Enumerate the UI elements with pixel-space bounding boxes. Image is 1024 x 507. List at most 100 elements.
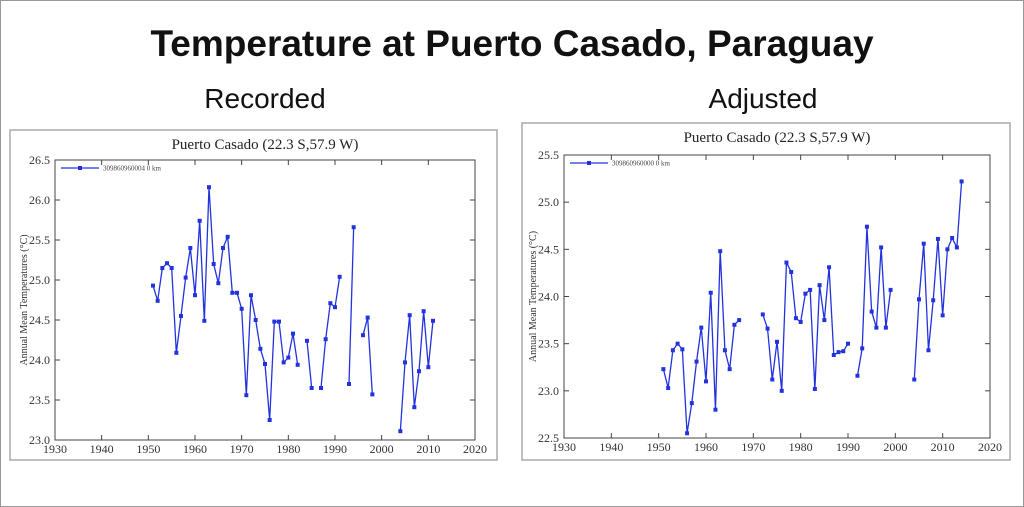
- x-tick-label: 1940: [599, 440, 623, 454]
- data-point: [784, 260, 789, 265]
- data-point: [675, 341, 680, 346]
- data-point: [935, 236, 940, 241]
- y-tick-label: 25.5: [538, 148, 559, 162]
- data-point: [286, 355, 291, 360]
- data-point: [722, 348, 727, 353]
- data-line: [856, 226, 892, 376]
- x-tick-label: 1960: [183, 442, 207, 456]
- data-point: [846, 341, 850, 346]
- data-point: [822, 318, 827, 323]
- data-point: [179, 314, 183, 318]
- data-point: [431, 318, 435, 323]
- x-tick-label: 1980: [789, 440, 813, 454]
- data-point: [940, 313, 945, 318]
- data-point: [421, 309, 426, 314]
- data-point: [235, 290, 239, 295]
- data-point: [812, 386, 817, 391]
- x-tick-label: 2010: [416, 442, 440, 456]
- data-point: [775, 339, 779, 344]
- data-point: [183, 275, 188, 280]
- data-point: [694, 359, 699, 364]
- data-point: [305, 338, 309, 343]
- data-point: [732, 322, 737, 327]
- data-point: [398, 429, 403, 434]
- data-point: [670, 348, 675, 353]
- data-point: [244, 393, 249, 398]
- data-point: [258, 346, 263, 351]
- data-point: [760, 312, 765, 317]
- data-point: [361, 333, 365, 338]
- x-tick-label: 1980: [276, 442, 300, 456]
- data-point: [169, 266, 174, 270]
- y-tick-label: 23.5: [538, 337, 559, 351]
- data-point: [661, 367, 666, 372]
- data-point: [864, 224, 869, 229]
- x-tick-label: 1990: [323, 442, 347, 456]
- data-point: [249, 293, 253, 298]
- data-point: [869, 309, 874, 314]
- data-point: [263, 362, 267, 366]
- x-tick-label: 1940: [90, 442, 114, 456]
- data-point: [165, 261, 169, 266]
- y-tick-label: 26.0: [29, 193, 50, 207]
- data-point: [370, 392, 375, 397]
- data-point: [412, 405, 417, 410]
- x-tick-label: 2010: [931, 440, 955, 454]
- data-point: [202, 318, 207, 323]
- data-point: [365, 315, 370, 320]
- data-point: [347, 382, 351, 386]
- data-line: [348, 227, 355, 385]
- data-point: [680, 347, 685, 352]
- data-point: [831, 352, 836, 357]
- data-point: [836, 350, 841, 355]
- x-tick-label: 1970: [230, 442, 254, 456]
- data-point: [737, 318, 742, 323]
- data-point: [426, 365, 431, 370]
- data-point: [685, 431, 690, 436]
- data-point: [713, 407, 718, 412]
- y-tick-label: 24.0: [538, 290, 559, 304]
- x-tick-label: 1950: [647, 440, 671, 454]
- x-tick-label: 2020: [978, 440, 1002, 454]
- data-point: [888, 287, 893, 292]
- data-point: [770, 377, 775, 382]
- data-point: [323, 337, 328, 342]
- data-point: [281, 360, 286, 365]
- data-point: [337, 274, 342, 279]
- data-point: [860, 346, 865, 351]
- chart-heading: Recorded: [204, 83, 325, 114]
- y-tick-label: 23.0: [538, 384, 559, 398]
- data-point: [403, 360, 407, 365]
- y-tick-label: 25.0: [538, 195, 559, 209]
- legend-marker: [78, 166, 82, 170]
- y-tick-label: 26.5: [29, 153, 50, 167]
- y-axis-label: Annual Mean Temperatures (°C): [528, 231, 539, 362]
- x-tick-label: 1930: [43, 442, 67, 456]
- data-point: [817, 283, 822, 288]
- data-point: [666, 386, 671, 391]
- data-point: [689, 401, 694, 406]
- x-tick-label: 2000: [883, 440, 907, 454]
- data-point: [230, 290, 235, 295]
- data-point: [855, 373, 860, 378]
- y-tick-label: 23.0: [29, 433, 50, 447]
- data-point: [921, 241, 926, 246]
- x-tick-label: 1960: [694, 440, 718, 454]
- y-tick-label: 23.5: [29, 393, 50, 407]
- data-point: [931, 298, 936, 303]
- data-point: [333, 305, 337, 310]
- data-point: [718, 249, 723, 254]
- x-tick-label: 1970: [741, 440, 765, 454]
- data-point: [874, 325, 879, 330]
- y-tick-label: 24.0: [29, 353, 50, 367]
- data-line: [152, 187, 299, 421]
- chart-frame: [521, 122, 1011, 461]
- x-tick-label: 1990: [836, 440, 860, 454]
- x-tick-label: 2020: [463, 442, 487, 456]
- data-point: [239, 306, 244, 311]
- data-point: [272, 319, 277, 324]
- y-tick-label: 24.5: [29, 313, 50, 327]
- data-point: [309, 386, 314, 390]
- data-point: [267, 418, 272, 422]
